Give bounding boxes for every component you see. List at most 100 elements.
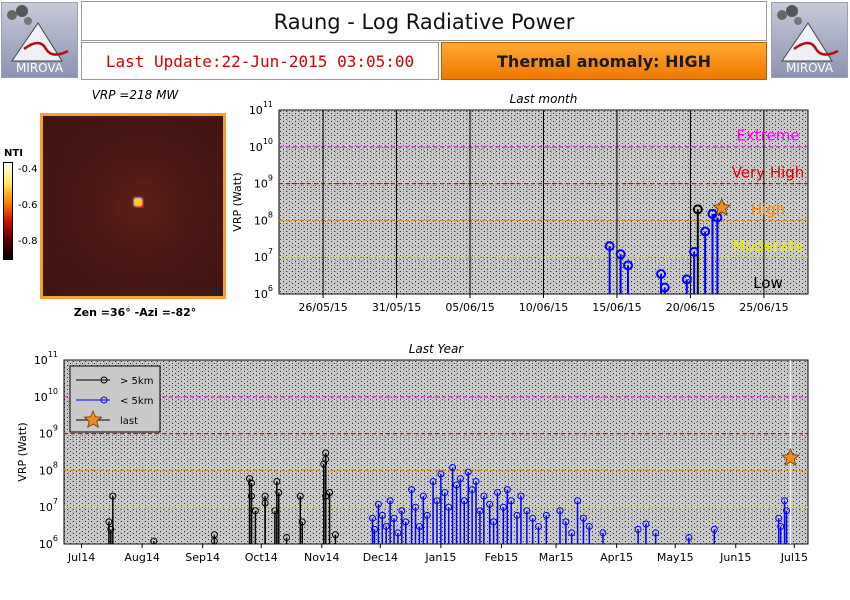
data-point (390, 514, 398, 522)
data-point (386, 497, 394, 505)
legend-label: < 5km (120, 396, 153, 407)
legend-box (69, 365, 161, 433)
last-month-chart: 26/05/15 31/05/15 05/06/15 10/06/15 15/06/15… (231, 92, 809, 314)
y-tick-label: 106 (254, 284, 273, 301)
colorbar-tick: -0.6 (18, 200, 38, 211)
data-point (433, 497, 441, 505)
x-tick-label: 25/06/15 (739, 301, 788, 314)
data-point (659, 282, 670, 293)
data-point (453, 481, 461, 489)
data-point (556, 507, 564, 515)
data-point (402, 518, 410, 526)
data-point (574, 497, 582, 505)
x-tick-label: 15/06/15 (592, 301, 641, 314)
legend-marker (100, 396, 108, 404)
x-tick-label: Aug14 (124, 551, 159, 564)
x-tick-label: 31/05/15 (372, 301, 421, 314)
threshold-label: Low (753, 274, 783, 292)
data-point (107, 525, 115, 533)
x-tick-label: Jul14 (67, 551, 95, 564)
data-point (615, 249, 626, 260)
data-point (246, 475, 254, 483)
volcano-logo-icon (777, 5, 839, 62)
data-point (247, 479, 255, 487)
y-axis-label: VRP (Watt) (231, 172, 244, 231)
zenith-azimuth-label: Zen =36° -Azi =-82° (73, 306, 197, 319)
data-point (271, 507, 279, 515)
data-point (326, 489, 334, 497)
data-point (411, 503, 419, 511)
last-value-star (712, 197, 732, 217)
data-point (599, 529, 607, 537)
data-point (490, 518, 498, 526)
x-tick-label: Apr15 (600, 551, 633, 564)
thumbnail-caption: VRP =218 MW (91, 88, 179, 102)
data-point (320, 460, 328, 468)
data-point (700, 226, 711, 237)
data-point (535, 522, 543, 530)
data-point (105, 518, 113, 526)
x-tick-label: 10/06/15 (519, 301, 568, 314)
data-point (783, 507, 791, 515)
data-point (468, 486, 476, 494)
data-point (460, 497, 468, 505)
data-point (261, 499, 269, 507)
data-point (634, 525, 642, 533)
data-point (523, 507, 531, 515)
threshold-label: High (751, 200, 785, 218)
data-point (568, 529, 576, 537)
data-point (322, 492, 330, 500)
nti-colorbar (3, 162, 13, 260)
data-point (579, 514, 587, 522)
data-point (681, 274, 692, 285)
data-point (283, 534, 291, 542)
mirova-logo-left: MIROVA (1, 2, 78, 78)
data-point (445, 503, 453, 511)
data-point (456, 475, 464, 483)
data-point (210, 537, 218, 545)
last-update-text: Last Update:22-Jun-2015 03:05:00 (81, 42, 439, 80)
data-point (777, 522, 785, 530)
data-point (109, 492, 117, 500)
threshold-label: Moderate (732, 237, 803, 255)
x-tick-label: Nov14 (304, 551, 339, 564)
data-point (642, 520, 650, 528)
x-tick-label: Jan15 (424, 551, 456, 564)
plot-area (63, 359, 809, 545)
x-tick-label: 26/05/15 (298, 301, 347, 314)
data-point (415, 522, 423, 530)
data-point (472, 477, 480, 485)
data-point (423, 511, 431, 519)
logo-label: MIROVA (15, 61, 64, 75)
data-point (464, 468, 472, 476)
x-tick-label: Jun15 (719, 551, 751, 564)
colorbar-tick: -0.4 (18, 164, 38, 175)
data-point (429, 477, 437, 485)
y-axis-label: VRP (Watt) (16, 422, 29, 481)
data-point (499, 503, 507, 511)
data-point (685, 534, 693, 542)
y-tick-label: 1011 (34, 350, 58, 367)
data-point (689, 246, 700, 257)
x-tick-label: Feb15 (485, 551, 518, 564)
threshold-label: Extreme (736, 127, 799, 145)
y-tick-label: 107 (254, 247, 273, 264)
x-tick-label: Jul15 (780, 551, 808, 564)
thermal-image (40, 113, 226, 299)
legend-label: last (120, 416, 138, 427)
data-point (585, 522, 593, 530)
logo-label: MIROVA (785, 61, 834, 75)
data-point (331, 531, 339, 539)
data-point (494, 489, 502, 497)
page-title: Raung - Log Radiative Power (81, 1, 767, 41)
data-point (476, 507, 484, 515)
data-point (507, 497, 515, 505)
x-tick-label: Oct14 (245, 551, 278, 564)
data-point (150, 537, 158, 545)
y-tick-label: 108 (254, 210, 273, 227)
x-tick-label: Dec14 (363, 551, 398, 564)
data-point (562, 518, 570, 526)
y-tick-label: 1010 (34, 387, 58, 404)
y-tick-label: 1010 (249, 137, 273, 154)
